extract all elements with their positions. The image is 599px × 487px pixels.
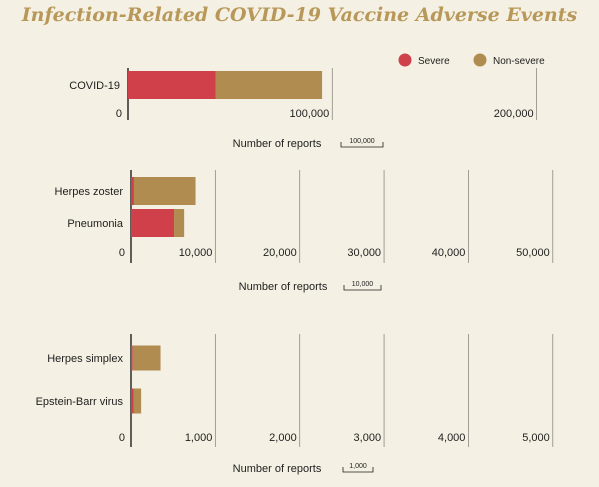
- x-tick-label: 5,000: [522, 432, 550, 444]
- scale-bracket: [343, 285, 382, 291]
- scale-bracket: [342, 467, 374, 473]
- bar-herpes-zoster-non-severe: [133, 177, 196, 205]
- x-tick-label: 3,000: [354, 432, 382, 444]
- category-label-herpes-simplex: Herpes simplex: [47, 353, 123, 365]
- x-tick-label: 50,000: [516, 247, 550, 259]
- x-tick-label: 0: [119, 247, 125, 259]
- chart-title: Infection-Related COVID-19 Vaccine Adver…: [21, 4, 578, 26]
- x-tick-label: 4,000: [438, 432, 466, 444]
- bar-pneumonia-severe: [131, 209, 175, 237]
- x-axis-title: Number of reports: [239, 281, 328, 293]
- legend-label-severe: Severe: [418, 56, 450, 67]
- x-axis-title: Number of reports: [233, 463, 322, 475]
- scale-bracket-label: 100,000: [349, 138, 374, 145]
- legend-swatch-severe: [398, 53, 412, 67]
- scale-bracket: [340, 142, 384, 148]
- bar-pneumonia-non-severe: [174, 209, 185, 237]
- bar-covid-19-non-severe: [215, 71, 323, 99]
- bar-herpes-simplex-non-severe: [132, 345, 161, 371]
- category-label-pneumonia: Pneumonia: [67, 218, 124, 230]
- x-tick-label: 200,000: [494, 108, 534, 120]
- scale-bracket-label: 1,000: [349, 463, 367, 470]
- bar-epstein-barr-virus-non-severe: [133, 388, 142, 414]
- x-tick-label: 1,000: [185, 432, 213, 444]
- x-tick-label: 10,000: [179, 247, 213, 259]
- legend-label-non-severe: Non-severe: [493, 56, 545, 67]
- scale-bracket-label: 10,000: [352, 281, 374, 288]
- x-tick-label: 0: [119, 432, 125, 444]
- bar-covid-19-severe: [128, 71, 216, 99]
- bar-herpes-simplex-severe: [131, 345, 133, 371]
- x-tick-label: 100,000: [290, 108, 330, 120]
- x-axis-title: Number of reports: [233, 138, 322, 150]
- bar-herpes-zoster-severe: [131, 177, 134, 205]
- category-label-herpes-zoster: Herpes zoster: [55, 186, 124, 198]
- category-label-covid-19: COVID-19: [69, 80, 120, 92]
- x-tick-label: 30,000: [347, 247, 381, 259]
- legend-swatch-non-severe: [473, 53, 487, 67]
- x-tick-label: 40,000: [432, 247, 466, 259]
- category-label-epstein-barr-virus: Epstein-Barr virus: [36, 396, 124, 408]
- x-tick-label: 2,000: [269, 432, 297, 444]
- bar-epstein-barr-virus-severe: [131, 388, 134, 414]
- x-tick-label: 20,000: [263, 247, 297, 259]
- x-tick-label: 0: [116, 108, 122, 120]
